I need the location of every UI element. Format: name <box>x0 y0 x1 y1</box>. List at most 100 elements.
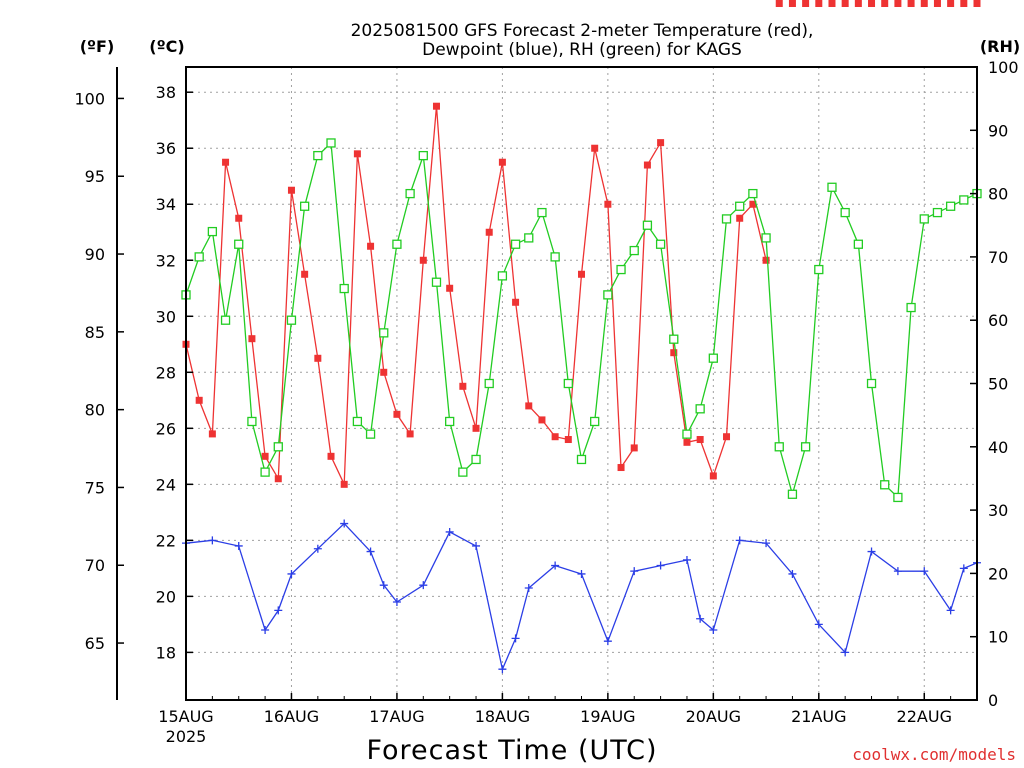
dewpoint-point <box>946 606 955 615</box>
rh-point <box>682 429 692 439</box>
dewpoint-point <box>841 648 850 657</box>
fahrenheit-unit-label: (ºF) <box>80 37 115 56</box>
temperature-point <box>419 256 427 264</box>
rh-point <box>537 207 547 218</box>
fahrenheit-tick-label: 95 <box>85 167 105 186</box>
temperature-point <box>340 480 348 488</box>
rh-point <box>418 150 428 161</box>
x-tick-label: 21AUG <box>791 707 846 726</box>
temperature-point <box>578 270 585 278</box>
dewpoint-point <box>630 567 639 576</box>
dewpoint-point <box>656 561 665 570</box>
rh-line <box>185 141 978 499</box>
chart-title-line2: Dewpoint (blue), RH (green) for KAGS <box>422 40 742 60</box>
rh-tick-label: 20 <box>988 564 1008 583</box>
fahrenheit-tick-label: 100 <box>74 89 105 108</box>
rh-point <box>906 302 916 313</box>
fahrenheit-tick-label: 80 <box>85 401 105 420</box>
temperature-point <box>749 200 757 208</box>
temperature-point <box>696 436 704 444</box>
rh-tick-label: 50 <box>988 375 1008 394</box>
temperature-point <box>498 158 506 166</box>
temperature-point <box>973 0 981 7</box>
dewpoint-point <box>524 583 533 592</box>
dewpoint-point <box>814 620 823 629</box>
celsius-tick-label: 38 <box>156 83 176 102</box>
temperature-point <box>788 0 796 7</box>
rh-tick-label: 90 <box>988 121 1008 140</box>
rh-point <box>524 233 534 243</box>
rh-point <box>247 416 257 427</box>
rh-point <box>392 239 402 249</box>
rh-point <box>563 378 573 389</box>
rh-point <box>932 207 943 218</box>
dewpoint-point <box>603 637 612 646</box>
rh-point <box>642 220 653 230</box>
dewpoint-point <box>867 547 876 556</box>
dewpoint-point <box>511 634 520 643</box>
temperature-point <box>723 433 731 441</box>
rh-point <box>827 182 837 192</box>
rh-point <box>326 138 336 148</box>
rh-tick-label: 0 <box>988 691 998 710</box>
temperature-point <box>208 430 216 438</box>
temperature-point <box>406 430 414 438</box>
rh-point <box>721 214 732 224</box>
rh-point <box>761 233 771 243</box>
celsius-unit-label: (ºC) <box>149 37 184 56</box>
temperature-point <box>525 402 533 410</box>
dewpoint-point <box>366 547 375 556</box>
rh-point <box>748 188 758 199</box>
temperature-point <box>261 452 269 460</box>
temperature-point <box>828 0 836 7</box>
rh-unit-label: (RH) <box>980 37 1020 56</box>
temperature-point <box>393 410 401 418</box>
temperature-point <box>815 0 823 7</box>
dewpoint-point <box>709 625 718 634</box>
dewpoint-point <box>340 519 349 528</box>
dewpoint-point <box>498 665 507 674</box>
temperature-point <box>854 0 862 7</box>
dewpoint-point <box>445 527 454 536</box>
dewpoint-point <box>313 544 322 553</box>
rh-tick-label: 80 <box>988 185 1008 204</box>
rh-tick-label: 30 <box>988 501 1008 520</box>
temperature-point <box>907 0 915 7</box>
dewpoint-point <box>234 541 243 550</box>
temperature-point <box>512 298 520 306</box>
dewpoint-point <box>472 541 481 550</box>
rh-point <box>458 467 468 477</box>
rh-point <box>774 442 784 452</box>
rh-point <box>840 207 850 218</box>
rh-point <box>866 378 877 389</box>
temperature-point <box>472 424 480 432</box>
fahrenheit-tick-label: 65 <box>85 634 105 653</box>
temperature-point <box>274 475 282 483</box>
rh-point <box>286 315 297 325</box>
temperature-point <box>736 214 744 222</box>
plot-frame <box>185 66 978 701</box>
temperature-point <box>802 0 810 7</box>
dewpoint-point <box>788 569 797 578</box>
temperature-point <box>630 444 638 452</box>
dewpoint-point <box>287 569 296 578</box>
rh-point <box>352 416 363 427</box>
celsius-tick-label: 34 <box>156 195 176 214</box>
temperature-point <box>617 464 625 472</box>
celsius-tick-label: 28 <box>156 363 176 382</box>
series-layer <box>181 0 982 674</box>
rh-point <box>273 442 283 452</box>
temperature-point <box>683 438 691 446</box>
temperature-point <box>235 214 243 222</box>
temperature-point <box>643 161 651 169</box>
fahrenheit-tick-label: 90 <box>85 245 105 264</box>
temperature-point <box>222 158 230 166</box>
rh-point <box>787 489 798 499</box>
dewpoint-point <box>551 561 560 570</box>
x-tick-label: 16AUG <box>264 707 319 726</box>
dewpoint-point <box>920 567 929 576</box>
fahrenheit-tick-label: 70 <box>85 556 105 575</box>
temperature-point <box>591 144 599 152</box>
dewpoint-point <box>208 536 217 545</box>
rh-point <box>550 252 560 262</box>
